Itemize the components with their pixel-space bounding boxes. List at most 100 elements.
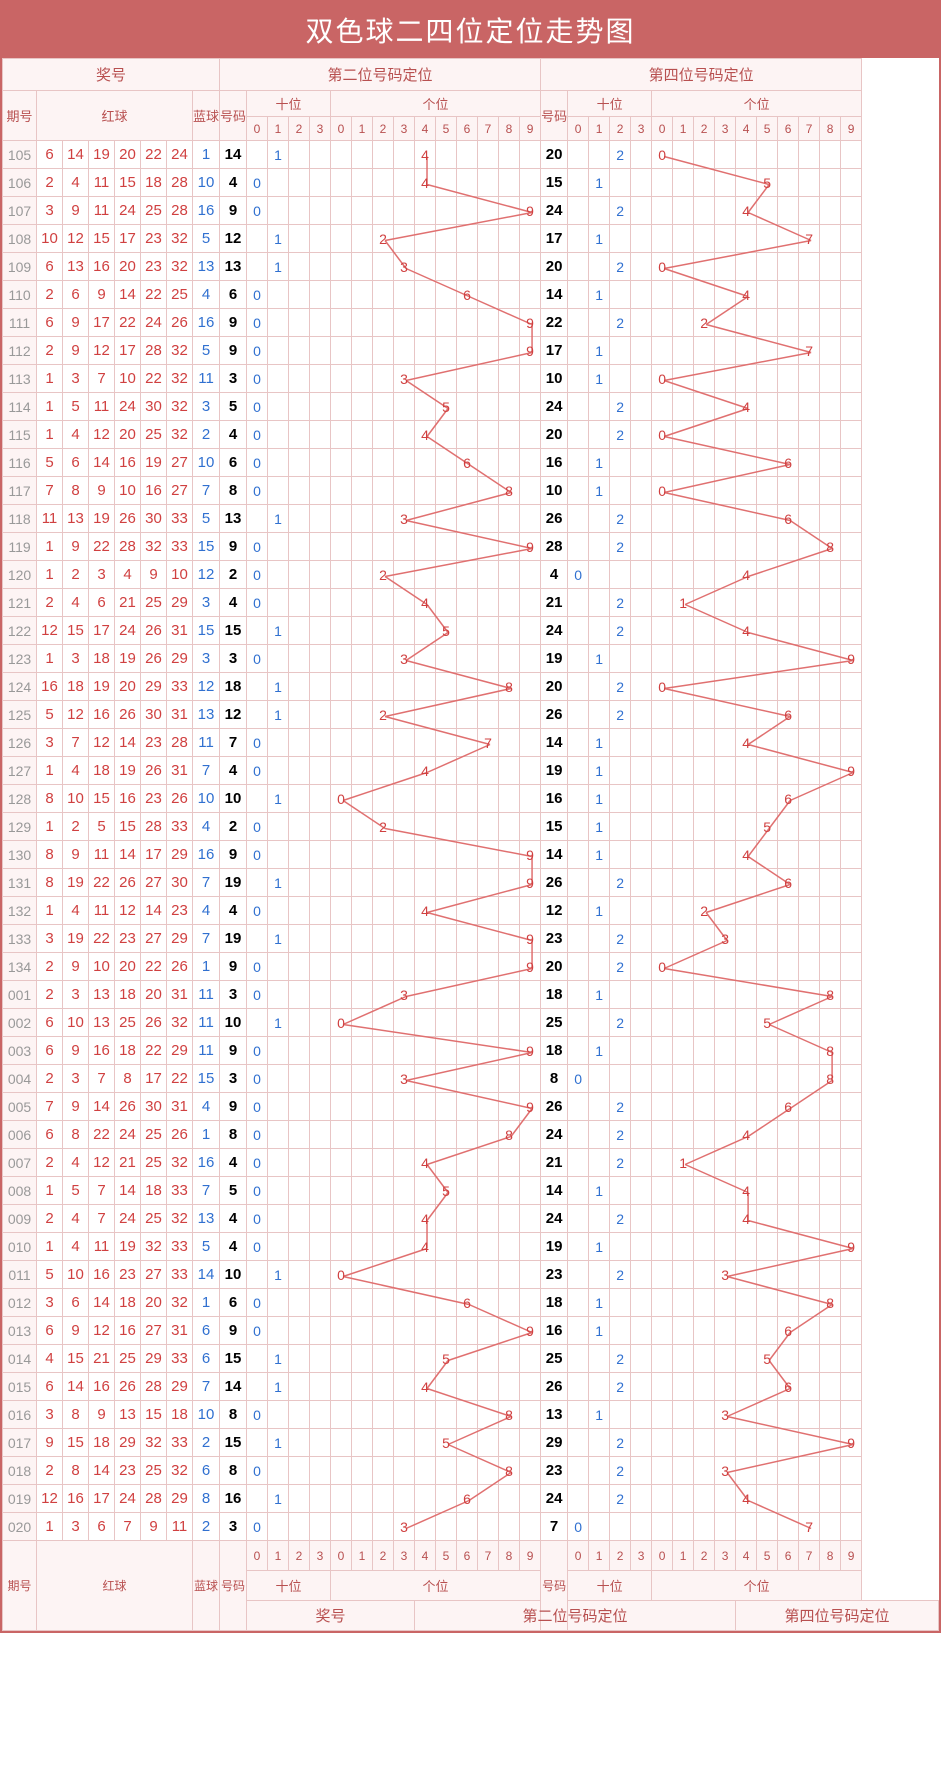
cell-o4 (736, 1345, 757, 1373)
hdr-digit: 0 (331, 117, 352, 141)
cell-t4 (631, 225, 652, 253)
cell-o4 (757, 421, 778, 449)
cell-o2 (478, 645, 499, 673)
cell-blue: 1 (193, 953, 220, 981)
cell-o4 (694, 1009, 715, 1037)
cell-o2 (352, 1149, 373, 1177)
cell-o2-hit: 4 (415, 141, 436, 169)
cell-t2 (268, 1233, 289, 1261)
cell-o2 (331, 421, 352, 449)
cell-o4 (715, 533, 736, 561)
cell-o4 (820, 449, 841, 477)
cell-o4 (820, 1317, 841, 1345)
hdr-red: 红球 (37, 91, 193, 141)
cell-o4 (799, 897, 820, 925)
cell-t2 (310, 393, 331, 421)
cell-t4 (631, 1373, 652, 1401)
cell-t2 (310, 365, 331, 393)
cell-o2 (352, 1429, 373, 1457)
cell-o4 (757, 393, 778, 421)
cell-o4-hit: 4 (736, 729, 757, 757)
cell-blue: 1 (193, 141, 220, 169)
cell-o2 (415, 1121, 436, 1149)
cell-t4 (631, 309, 652, 337)
cell-t4 (568, 141, 589, 169)
cell-o4 (694, 701, 715, 729)
cell-t4 (589, 421, 610, 449)
cell-o2 (352, 1009, 373, 1037)
cell-t4 (589, 197, 610, 225)
cell-o4 (841, 785, 862, 813)
cell-o2 (499, 1093, 520, 1121)
cell-o2 (478, 1513, 499, 1541)
cell-t4 (589, 617, 610, 645)
cell-o4 (841, 1345, 862, 1373)
cell-t2-hit: 1 (268, 617, 289, 645)
ftr-digit: 2 (610, 1541, 631, 1571)
cell-o4 (778, 421, 799, 449)
cell-o2 (394, 533, 415, 561)
cell-t4 (589, 1457, 610, 1485)
ftr-red: 红球 (37, 1541, 193, 1631)
hdr-jianghao: 奖号 (3, 59, 220, 91)
cell-o4 (652, 1485, 673, 1513)
cell-blue: 15 (193, 1065, 220, 1093)
cell-o2 (352, 337, 373, 365)
cell-o4 (757, 533, 778, 561)
cell-o2 (520, 701, 541, 729)
cell-o4-hit: 8 (820, 1289, 841, 1317)
cell-o2 (394, 1149, 415, 1177)
cell-o2 (436, 1513, 457, 1541)
cell-red: 22 (141, 1037, 167, 1065)
cell-o4 (694, 393, 715, 421)
cell-o4 (652, 1233, 673, 1261)
cell-red: 13 (63, 253, 89, 281)
hdr-digit: 9 (520, 117, 541, 141)
cell-t2 (247, 925, 268, 953)
cell-t2 (310, 729, 331, 757)
cell-t2-hit: 1 (268, 869, 289, 897)
cell-o2-hit: 4 (415, 589, 436, 617)
cell-blue: 4 (193, 897, 220, 925)
cell-o4 (715, 1373, 736, 1401)
cell-o2 (436, 169, 457, 197)
cell-o2 (352, 673, 373, 701)
cell-red: 28 (167, 197, 193, 225)
cell-o2 (457, 869, 478, 897)
cell-o2 (499, 309, 520, 337)
cell-o4 (673, 617, 694, 645)
cell-o4 (799, 197, 820, 225)
cell-t4 (589, 1513, 610, 1541)
cell-h4: 24 (541, 1485, 568, 1513)
cell-t2 (310, 505, 331, 533)
cell-t2 (268, 337, 289, 365)
cell-o2 (436, 953, 457, 981)
cell-o2 (457, 1513, 478, 1541)
cell-red: 29 (141, 1345, 167, 1373)
hdr-digit: 8 (499, 117, 520, 141)
cell-t4 (610, 365, 631, 393)
cell-o4 (652, 1429, 673, 1457)
cell-h4: 26 (541, 1093, 568, 1121)
cell-o2 (352, 1121, 373, 1149)
cell-o2 (520, 561, 541, 589)
cell-red: 1 (37, 393, 63, 421)
cell-t4 (568, 981, 589, 1009)
cell-o4 (736, 169, 757, 197)
cell-o2-hit: 0 (331, 1009, 352, 1037)
cell-o2 (394, 729, 415, 757)
cell-o4 (841, 141, 862, 169)
cell-o2 (331, 1289, 352, 1317)
cell-red: 26 (141, 617, 167, 645)
cell-o4 (799, 953, 820, 981)
data-row: 019121617242829816162424 (3, 1485, 939, 1513)
cell-o4 (820, 1177, 841, 1205)
cell-red: 6 (37, 1121, 63, 1149)
cell-o4 (820, 645, 841, 673)
cell-t4 (568, 813, 589, 841)
cell-o2 (331, 1205, 352, 1233)
cell-period: 128 (3, 785, 37, 813)
cell-t2 (289, 729, 310, 757)
cell-h2: 13 (220, 253, 247, 281)
cell-o2 (499, 253, 520, 281)
